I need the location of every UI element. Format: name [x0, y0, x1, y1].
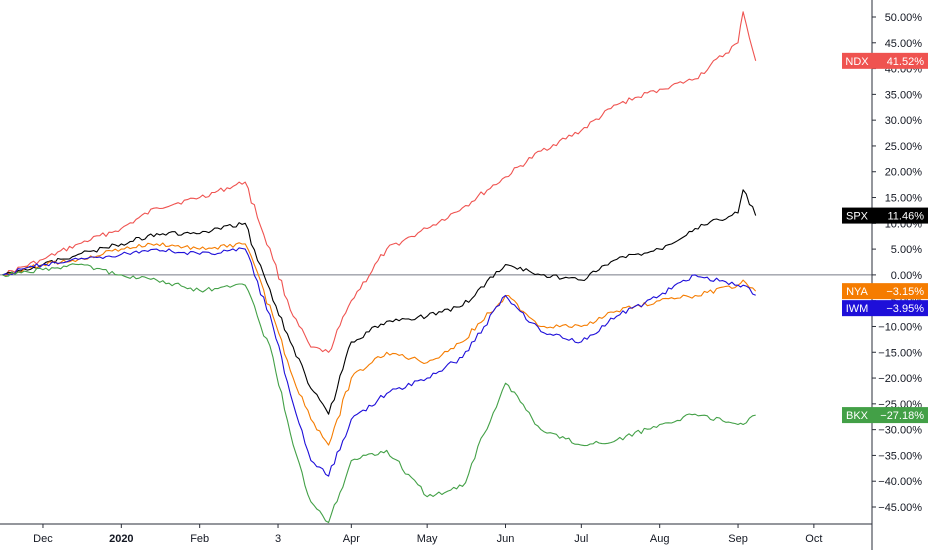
y-tick-label: 30.00%: [885, 115, 923, 127]
badge-symbol-box: [842, 407, 872, 424]
x-tick-label: Dec: [33, 533, 53, 545]
time-axis[interactable]: Dec 2020 Feb 3 Apr May Jun Jul Aug Sep Oct: [33, 524, 822, 545]
badge-value: −27.18%: [880, 410, 924, 422]
y-tick-label: −35.00%: [878, 450, 922, 462]
series-line-spx: [2, 189, 757, 415]
y-tick-label: 5.00%: [891, 244, 922, 256]
badge-symbol: NDX: [845, 56, 869, 68]
series-legend: NDX 41.52%SPX 11.46%NYA −3.15%IWM −3.95%BKX −…: [842, 52, 928, 424]
legend-badge-bkx: BKX −27.18%: [842, 407, 928, 424]
badge-value-box: [872, 52, 928, 69]
badge-value: −3.15%: [886, 286, 924, 298]
badge-value-box: [872, 407, 928, 424]
y-tick-label: 20.00%: [885, 167, 923, 179]
badge-symbol: BKX: [846, 410, 869, 422]
legend-badge-spx: SPX 11.46%: [842, 207, 928, 224]
series-line-nya: [2, 242, 757, 446]
badge-value-box: [872, 300, 928, 317]
x-tick-label: Sep: [728, 533, 748, 545]
x-tick-label: Aug: [650, 533, 670, 545]
badge-value-box: [872, 207, 928, 224]
badge-symbol-box: [842, 207, 872, 224]
legend-badge-nya: NYA −3.15%: [842, 283, 928, 300]
y-tick-label: −30.00%: [878, 425, 922, 437]
y-tick-label: −15.00%: [878, 347, 922, 359]
price-axis[interactable]: 50.00%45.00%40.00%35.00%30.00%25.00%20.0…: [872, 12, 922, 514]
badge-symbol-box: [842, 300, 872, 317]
y-tick-label: 35.00%: [885, 89, 923, 101]
y-tick-label: −20.00%: [878, 373, 922, 385]
y-tick-label: 25.00%: [885, 141, 923, 153]
x-tick-label: 3: [275, 533, 281, 545]
y-tick-label: 45.00%: [885, 38, 923, 50]
y-tick-label: −10.00%: [878, 321, 922, 333]
legend-badge-iwm: IWM −3.95%: [842, 300, 928, 317]
badge-value: −3.95%: [886, 303, 924, 315]
x-tick-label: Oct: [805, 533, 822, 545]
badge-symbol: IWM: [846, 303, 869, 315]
y-tick-label: −40.00%: [878, 476, 922, 488]
y-tick-label: 50.00%: [885, 12, 923, 24]
badge-value: 41.52%: [887, 56, 925, 68]
x-tick-label: Jun: [497, 533, 515, 545]
series-line-ndx: [2, 11, 757, 353]
x-tick-label: Jul: [574, 533, 588, 545]
legend-badge-ndx: NDX 41.52%: [842, 52, 928, 69]
badge-value: 11.46%: [888, 211, 925, 223]
x-tick-label: May: [417, 533, 438, 545]
y-tick-label: 15.00%: [885, 193, 923, 205]
x-tick-label: Apr: [343, 533, 360, 545]
x-tick-label: 2020: [109, 533, 133, 545]
x-tick-label: Feb: [190, 533, 209, 545]
badge-symbol: SPX: [846, 211, 869, 223]
badge-value-box: [872, 283, 928, 300]
badge-symbol-box: [842, 52, 872, 69]
series-line-bkx: [2, 263, 756, 524]
series-line-iwm: [2, 247, 756, 477]
y-tick-label: −45.00%: [878, 502, 922, 514]
plot-area[interactable]: [0, 11, 872, 524]
badge-symbol: NYA: [846, 286, 868, 298]
y-tick-label: 0.00%: [891, 270, 922, 282]
badge-symbol-box: [842, 283, 872, 300]
